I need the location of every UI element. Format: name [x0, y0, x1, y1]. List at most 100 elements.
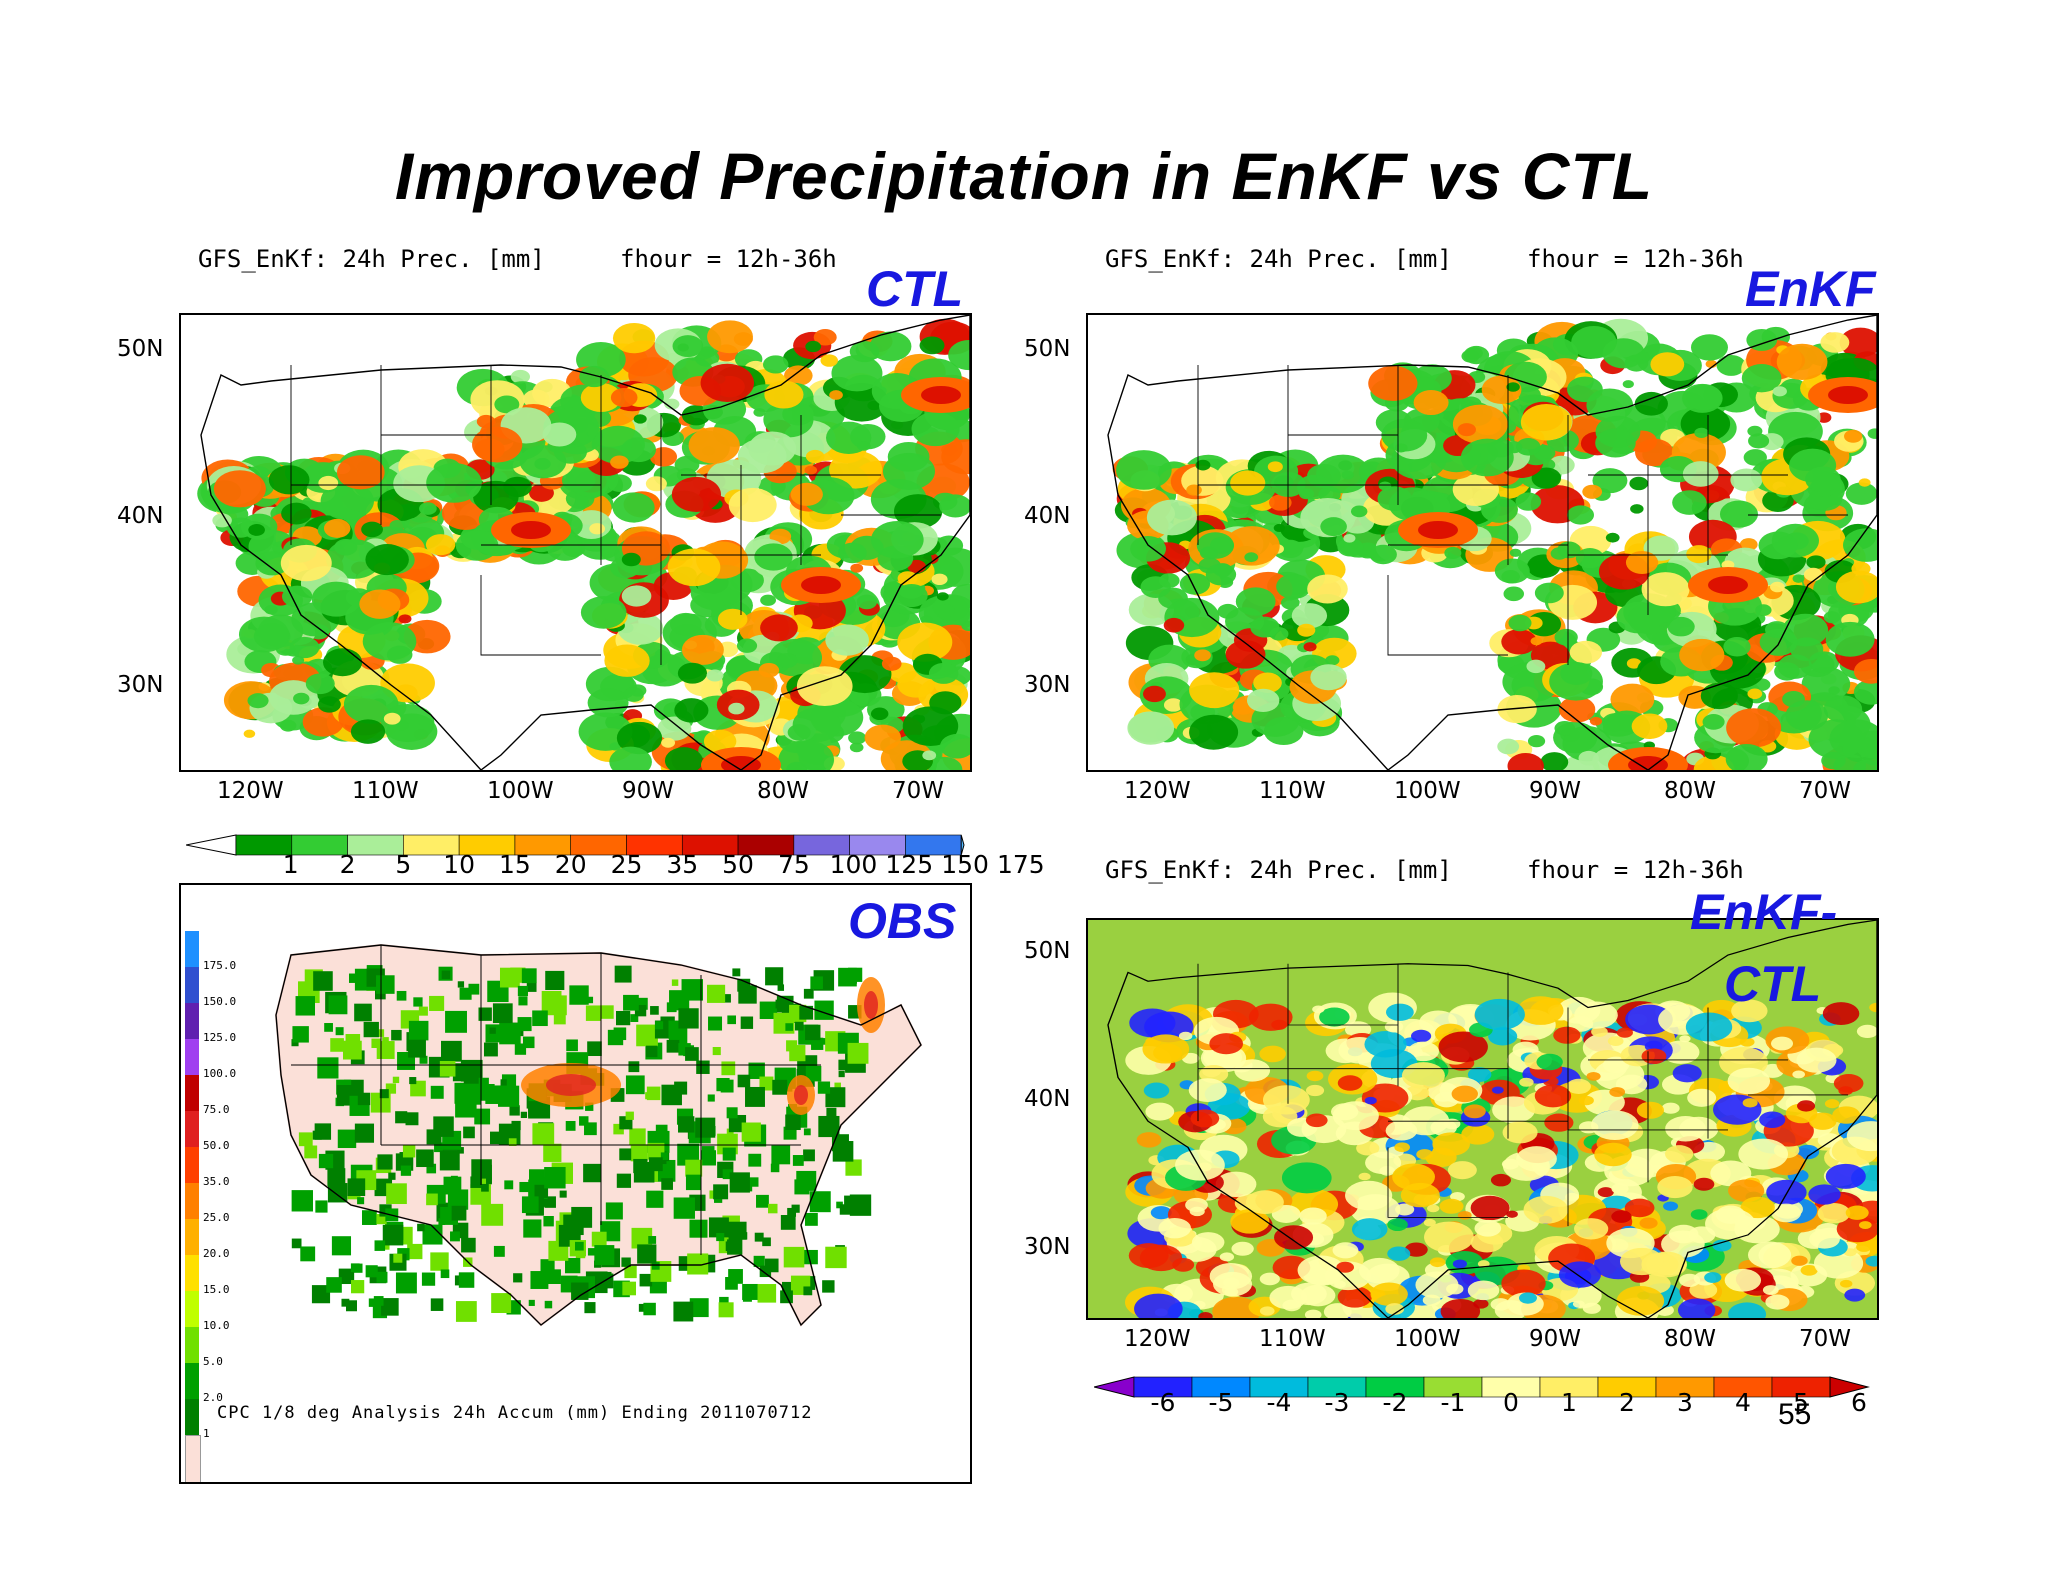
obs-legend-label: 35.0: [203, 1175, 230, 1188]
obs-legend-label: 2.0: [203, 1391, 223, 1404]
obs-precip-map: [274, 943, 923, 1327]
precip-colorbar-label: 25: [610, 850, 643, 879]
obs-legend-swatch: [185, 1399, 199, 1435]
diff-colorbar-label: 3: [1677, 1388, 1693, 1417]
obs-legend-swatch: [185, 1219, 199, 1255]
precip-colorbar-label: 50: [722, 850, 754, 879]
precip-colorbar-label: 125: [885, 850, 934, 879]
precip-colorbar-labels: 1 2 5 10 15 20 25 35 50 75 100 125 150 175: [0, 850, 1045, 880]
enkf-lon-label: 80W: [1664, 778, 1717, 804]
precip-colorbar-label: 75: [777, 850, 810, 879]
precip-colorbar-label: 100: [829, 850, 878, 879]
diff-lon-label: 100W: [1394, 1326, 1461, 1352]
obs-panel: 175.0 150.0 125.0 100.0 75.0 50.0 35.0 25.0 20.0…: [179, 883, 972, 1484]
obs-legend-swatch: [185, 1111, 199, 1147]
diff-lat-label: 40N: [1024, 1086, 1071, 1112]
enkf-lon-label: 100W: [1394, 778, 1461, 804]
obs-legend-label: 25.0: [203, 1211, 230, 1224]
obs-legend-label: 10.0: [203, 1319, 230, 1332]
precip-colorbar-label: 2: [339, 850, 356, 879]
enkf-lat-label: 40N: [1024, 503, 1071, 529]
ctl-precip-map: [179, 313, 972, 772]
obs-legend-label: 50.0: [203, 1139, 230, 1152]
obs-legend-swatch: [185, 1363, 199, 1399]
diff-colorbar-label: 2: [1619, 1388, 1635, 1417]
obs-legend-label: 75.0: [203, 1103, 230, 1116]
obs-legend-swatch: [185, 1147, 199, 1183]
obs-legend-label: 175.0: [203, 959, 237, 972]
diff-colorbar-label: -2: [1382, 1388, 1408, 1417]
diff-lon-label: 80W: [1664, 1326, 1717, 1352]
enkf-header-left: GFS_EnKf: 24h Prec. [mm]: [1105, 245, 1452, 273]
ctl-lat-label: 50N: [117, 336, 164, 362]
ctl-lon-label: 90W: [622, 778, 675, 804]
precip-colorbar-label: 5: [395, 850, 412, 879]
obs-panel-label: OBS: [848, 893, 957, 949]
diff-header-left: GFS_EnKf: 24h Prec. [mm]: [1105, 856, 1452, 884]
ctl-lat-label: 40N: [117, 503, 164, 529]
enkf-lon-label: 120W: [1124, 778, 1191, 804]
ctl-lon-label: 110W: [352, 778, 419, 804]
obs-legend-swatch: [185, 967, 199, 1003]
ctl-lon-label: 100W: [487, 778, 554, 804]
obs-legend-swatch: [185, 931, 199, 967]
diff-lon-label: 120W: [1124, 1326, 1191, 1352]
obs-legend-label: 125.0: [203, 1031, 237, 1044]
obs-legend-swatch: [185, 1255, 199, 1291]
obs-legend-label: 15.0: [203, 1283, 230, 1296]
diff-colorbar-label: 5: [1793, 1388, 1809, 1417]
obs-legend-label: 5.0: [203, 1355, 223, 1368]
ctl-header-right: fhour = 12h-36h: [620, 245, 837, 273]
obs-legend-swatch: [185, 1291, 199, 1327]
diff-header-right: fhour = 12h-36h: [1527, 856, 1744, 884]
diff-lon-label: 90W: [1529, 1326, 1582, 1352]
obs-legend-label: 150.0: [203, 995, 237, 1008]
ctl-panel-label: CTL: [866, 261, 964, 317]
obs-legend-swatch: [185, 1075, 199, 1111]
obs-legend-label: 1: [203, 1427, 210, 1440]
page-number: 55: [1778, 1398, 1812, 1431]
enkf-lon-label: 70W: [1799, 778, 1852, 804]
diff-precip-map: [1086, 918, 1879, 1320]
obs-legend-swatch: [185, 1435, 201, 1482]
diff-colorbar-label: -4: [1266, 1388, 1292, 1417]
precip-colorbar-label: 150: [941, 850, 989, 879]
ctl-lon-label: 80W: [757, 778, 810, 804]
obs-caption: CPC 1/8 deg Analysis 24h Accum (mm) Endi…: [217, 1403, 813, 1423]
enkf-lon-label: 90W: [1529, 778, 1582, 804]
ctl-lon-label: 70W: [892, 778, 945, 804]
diff-colorbar-label: -5: [1208, 1388, 1234, 1417]
diff-colorbar-label: -6: [1150, 1388, 1176, 1417]
precip-colorbar-label: 35: [666, 850, 699, 879]
precip-colorbar: [186, 834, 965, 856]
obs-legend-label: 100.0: [203, 1067, 237, 1080]
enkf-lat-label: 50N: [1024, 336, 1071, 362]
enkf-lon-label: 110W: [1259, 778, 1326, 804]
diff-lat-label: 50N: [1024, 938, 1071, 964]
diff-colorbar: [1094, 1376, 1870, 1398]
diff-colorbar-label: 6: [1851, 1388, 1867, 1417]
obs-legend-swatch: [185, 1327, 199, 1363]
precip-colorbar-label: 10: [443, 850, 476, 879]
ctl-header-left: GFS_EnKf: 24h Prec. [mm]: [198, 245, 545, 273]
obs-legend-label: 20.0: [203, 1247, 230, 1260]
enkf-precip-map: [1086, 313, 1879, 772]
diff-colorbar-label: 4: [1735, 1388, 1751, 1417]
enkf-panel-label: EnKF: [1745, 261, 1876, 317]
enkf-lat-label: 30N: [1024, 672, 1071, 698]
diff-colorbar-label: -1: [1440, 1388, 1466, 1417]
diff-panel-label-line2: CTL: [1724, 956, 1822, 1012]
diff-colorbar-label: -3: [1324, 1388, 1350, 1417]
enkf-header-right: fhour = 12h-36h: [1527, 245, 1744, 273]
diff-colorbar-label: 1: [1561, 1388, 1577, 1417]
precip-colorbar-label: 20: [554, 850, 587, 879]
obs-legend-swatch: [185, 1183, 199, 1219]
diff-colorbar-labels: -6 -5 -4 -3 -2 -1 0 1 2 3 4 5 6: [0, 1388, 2048, 1418]
slide-title: Improved Precipitation in EnKF vs CTL: [394, 139, 1654, 213]
diff-panel-label-line1: EnKF-: [1690, 884, 1838, 940]
precip-colorbar-label: 175: [996, 850, 1045, 879]
ctl-lat-label: 30N: [117, 672, 164, 698]
diff-lat-label: 30N: [1024, 1234, 1071, 1260]
precip-colorbar-label: 15: [499, 850, 531, 879]
diff-colorbar-label: 0: [1503, 1388, 1519, 1417]
